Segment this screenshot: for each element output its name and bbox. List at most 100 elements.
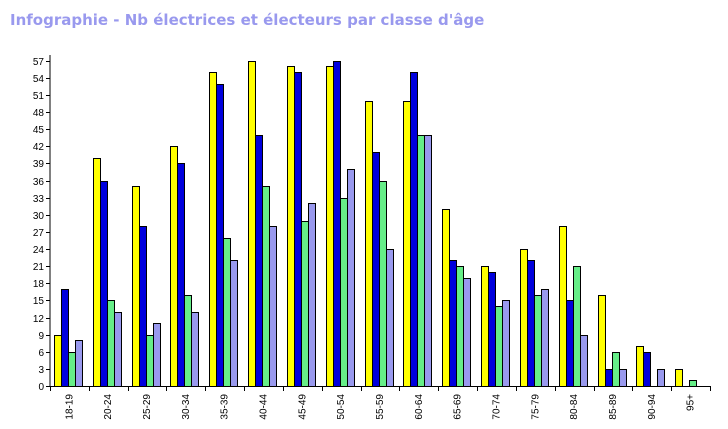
bar [566, 300, 574, 387]
x-tick-label: 35-39 [220, 394, 231, 420]
bar [541, 289, 549, 387]
bar [495, 306, 503, 387]
y-tick-label: 15 [33, 296, 45, 307]
bar [294, 72, 302, 387]
bar [456, 266, 464, 387]
y-tick-label: 0 [38, 382, 44, 393]
bar [580, 335, 588, 387]
bar [417, 135, 425, 387]
bar [605, 369, 613, 387]
bar [184, 295, 192, 387]
x-tick-label: 18-19 [64, 394, 75, 420]
bar [132, 186, 140, 387]
bar [269, 226, 277, 387]
bar [114, 312, 122, 387]
bar [340, 198, 348, 387]
bar [139, 226, 147, 387]
bar [75, 340, 83, 387]
y-tick-label: 51 [33, 91, 45, 102]
bar [410, 72, 418, 387]
y-tick-label: 18 [33, 279, 45, 290]
x-tick-label: 65-69 [453, 394, 464, 420]
bar [643, 352, 651, 387]
x-tick-label: 40-44 [259, 394, 270, 420]
bar [689, 380, 697, 387]
x-tick-label: 85-89 [608, 394, 619, 420]
bar [170, 146, 178, 387]
bar [107, 300, 115, 387]
bar [527, 260, 535, 387]
chart-title: Infographie - Nb électrices et électeurs… [10, 11, 485, 29]
bar [230, 260, 238, 387]
bar [216, 84, 224, 387]
x-tick-label: 90-94 [647, 394, 658, 420]
bar [347, 169, 355, 387]
bar [559, 226, 567, 387]
bar [177, 163, 185, 387]
bar [520, 249, 528, 387]
bar [153, 323, 161, 387]
y-tick-label: 9 [38, 331, 44, 342]
bar [308, 203, 316, 387]
x-tick-label: 95+ [686, 394, 697, 411]
bar [248, 61, 256, 387]
bar [365, 101, 373, 387]
y-tick-label: 54 [33, 74, 45, 85]
x-tick-label: 30-34 [181, 394, 192, 420]
bar [573, 266, 581, 387]
bar [442, 209, 450, 387]
bar [386, 249, 394, 387]
y-tick-label: 33 [33, 194, 45, 205]
y-tick-label: 45 [33, 125, 45, 136]
y-tick-label: 39 [33, 159, 45, 170]
bar [502, 300, 510, 387]
y-tick-label: 21 [33, 262, 45, 273]
y-tick-label: 12 [33, 314, 45, 325]
x-tick-label: 25-29 [142, 394, 153, 420]
bar [209, 72, 217, 387]
y-tick-label: 3 [38, 365, 44, 376]
y-tick-label: 30 [33, 211, 45, 222]
y-tick-label: 36 [33, 177, 45, 188]
bar [61, 289, 69, 387]
x-axis: 18-19 20-24 25-29 30-34 35-39 40-44 45-49 50-54… [50, 386, 711, 420]
bar [403, 101, 411, 387]
bar [68, 352, 76, 387]
bar [372, 152, 380, 387]
x-tick-label: 80-84 [569, 394, 580, 420]
y-tick-label: 57 [33, 57, 45, 68]
y-tick-label: 6 [38, 348, 44, 359]
bar [612, 352, 620, 387]
bar [287, 66, 295, 387]
bar [333, 61, 341, 387]
bar [146, 335, 154, 387]
bar [424, 135, 432, 387]
bar [301, 221, 309, 387]
x-tick-label: 60-64 [414, 394, 425, 420]
y-tick-label: 24 [33, 245, 45, 256]
y-tick-label: 48 [33, 108, 45, 119]
bar [619, 369, 627, 387]
bar [54, 335, 62, 387]
x-tick-label: 20-24 [103, 394, 114, 420]
bar [379, 181, 387, 387]
bar [93, 158, 101, 387]
x-tick-label: 55-59 [375, 394, 386, 420]
bar [191, 312, 199, 387]
bars [54, 61, 697, 387]
bar [488, 272, 496, 387]
bar [636, 346, 644, 387]
bar [463, 278, 471, 387]
bar [534, 295, 542, 387]
y-tick-label: 42 [33, 142, 45, 153]
bar [598, 295, 606, 387]
y-tick-label: 27 [33, 228, 45, 239]
x-tick-label: 75-79 [530, 394, 541, 420]
bar [100, 181, 108, 387]
bar [223, 238, 231, 387]
bar [262, 186, 270, 387]
bar [449, 260, 457, 387]
bar [326, 66, 334, 387]
bar [675, 369, 683, 387]
